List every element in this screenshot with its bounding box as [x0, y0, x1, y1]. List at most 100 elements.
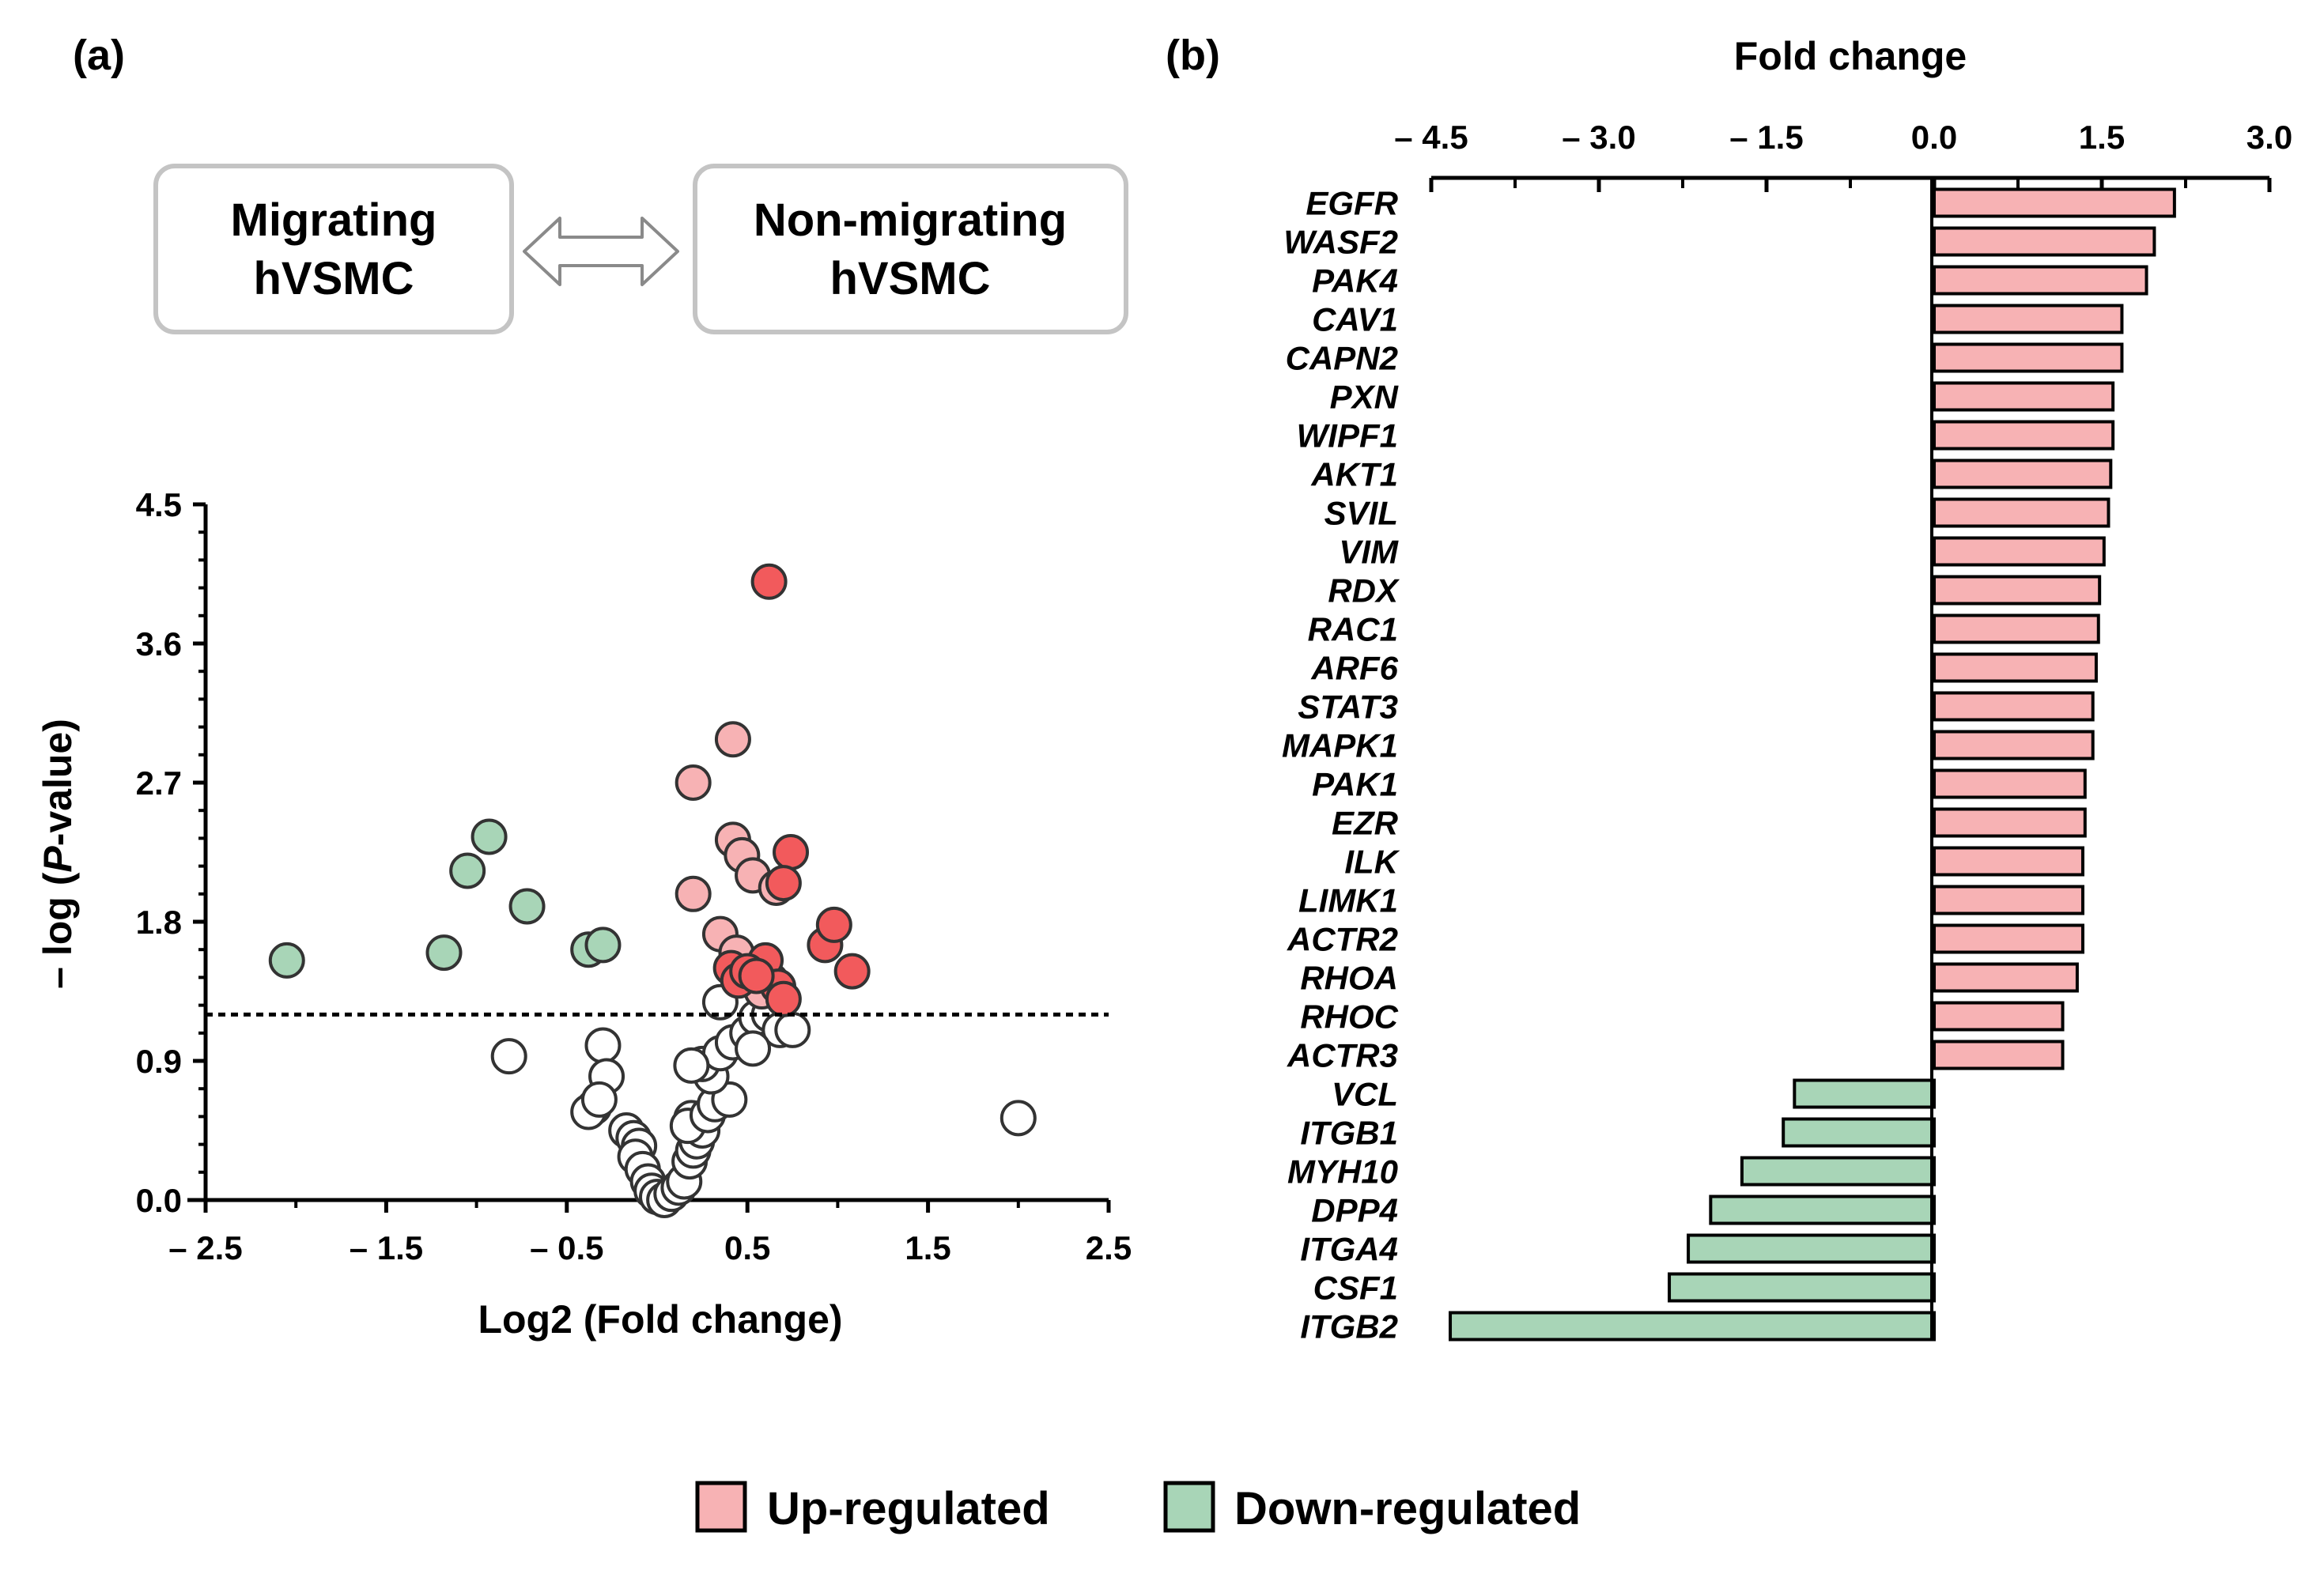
scatter-point: [675, 764, 712, 801]
bar-svil: [1933, 497, 2110, 528]
gene-label-actr2: ACTR2: [1287, 921, 1398, 958]
bar-limk1: [1933, 885, 2084, 915]
volcano-y-axis-title: – log (P-value): [36, 719, 80, 989]
fold-change-axis-title: Fold change: [1734, 34, 1967, 78]
legend-up-label: Up-regulated: [767, 1483, 1050, 1534]
scatter-point: [714, 721, 751, 758]
bar-pak4: [1933, 265, 2148, 296]
gene-label-ezr: EZR: [1332, 805, 1399, 842]
y-tick-label: 3.6: [136, 625, 182, 662]
gene-label-mapk1: MAPK1: [1282, 727, 1398, 764]
bar-ezr: [1933, 807, 2087, 838]
gene-label-itgb2: ITGB2: [1300, 1308, 1398, 1345]
gene-label-itgb1: ITGB1: [1300, 1115, 1398, 1152]
y-title-italic: P: [36, 846, 80, 873]
scatter-point: [765, 865, 802, 902]
scatter-point: [584, 1027, 622, 1064]
scatter-point: [750, 563, 788, 600]
bar-wasf2: [1933, 226, 2156, 257]
bar-egfr: [1933, 187, 2176, 218]
migrating-label-line2: hVSMC: [254, 253, 414, 304]
bar-rhoc: [1933, 1001, 2065, 1032]
volcano-x-axis-title: Log2 (Fold change): [478, 1297, 842, 1342]
gene-label-myh10: MYH10: [1287, 1153, 1398, 1191]
non-migrating-box: [693, 164, 1128, 334]
gene-label-limk1: LIMK1: [1298, 882, 1398, 919]
bar-pak1: [1933, 768, 2087, 799]
gene-label-ilk: ILK: [1344, 843, 1400, 881]
bar-ilk: [1933, 846, 2084, 877]
scatter-point: [425, 934, 463, 972]
bar-x-tick-label: – 3.0: [1562, 119, 1635, 156]
bar-itgb1: [1782, 1117, 1936, 1148]
bar-rdx: [1933, 575, 2102, 606]
gene-label-rdx: RDX: [1328, 572, 1400, 610]
bar-actr3: [1933, 1040, 2065, 1070]
scatter-point: [1000, 1100, 1037, 1137]
gene-label-egfr: EGFR: [1306, 185, 1398, 222]
gene-label-capn2: CAPN2: [1286, 340, 1398, 377]
bar-stat3: [1933, 691, 2095, 722]
legend-up-swatch: [695, 1481, 747, 1533]
scatter-point: [735, 1030, 772, 1067]
bar-rac1: [1933, 613, 2100, 644]
gene-label-rac1: RAC1: [1308, 611, 1398, 648]
migrating-label-line1: Migrating: [231, 194, 437, 246]
scatter-point: [268, 942, 305, 979]
scatter-point: [738, 957, 775, 994]
gene-label-svil: SVIL: [1324, 495, 1398, 532]
y-tick-label: 0.0: [136, 1182, 182, 1219]
gene-label-pak1: PAK1: [1312, 766, 1398, 803]
x-tick-label: – 2.5: [168, 1229, 242, 1266]
scatter-point: [508, 888, 546, 925]
scatter-point: [774, 1011, 811, 1048]
bar-capn2: [1933, 342, 2124, 373]
bar-dpp4: [1709, 1194, 1936, 1225]
bar-rhoa: [1933, 962, 2079, 993]
y-title-prefix: – log (: [36, 872, 80, 989]
bar-myh10: [1740, 1156, 1937, 1187]
gene-label-rhoa: RHOA: [1300, 960, 1398, 997]
scatter-point: [833, 953, 871, 990]
volcano-plot-axes: [187, 504, 1109, 1202]
gene-label-csf1: CSF1: [1313, 1270, 1398, 1307]
gene-label-stat3: STAT3: [1298, 689, 1398, 726]
x-tick-label: 0.5: [724, 1229, 770, 1266]
bar-x-tick-label: 1.5: [2079, 119, 2125, 156]
bar-cav1: [1933, 304, 2124, 334]
bar-actr2: [1933, 923, 2084, 954]
y-title-suffix: -value): [36, 719, 80, 846]
legend-down-swatch: [1163, 1481, 1215, 1533]
gene-label-actr3: ACTR3: [1287, 1037, 1398, 1074]
y-tick-label: 4.5: [136, 486, 182, 523]
y-tick-label: 2.7: [136, 764, 182, 802]
bar-itgb2: [1449, 1311, 1936, 1342]
bar-vim: [1933, 536, 2106, 567]
gene-label-cav1: CAV1: [1312, 301, 1398, 338]
bar-mapk1: [1933, 730, 2095, 760]
scatter-point: [675, 875, 712, 912]
gene-label-vim: VIM: [1339, 534, 1399, 571]
gene-label-arf6: ARF6: [1310, 650, 1398, 687]
gene-label-itga4: ITGA4: [1300, 1231, 1398, 1268]
double-arrow-icon: [523, 217, 679, 286]
y-tick-label: 0.9: [136, 1043, 182, 1080]
bar-pxn: [1933, 381, 2115, 412]
panel-a-label: (a): [73, 32, 125, 79]
gene-label-dpp4: DPP4: [1311, 1192, 1398, 1229]
x-tick-label: 1.5: [905, 1229, 950, 1266]
scatter-point: [490, 1038, 527, 1075]
x-tick-label: 2.5: [1086, 1229, 1132, 1266]
panel-b-label: (b): [1166, 32, 1220, 79]
bar-x-tick-label: 3.0: [2247, 119, 2292, 156]
gene-label-pxn: PXN: [1330, 379, 1400, 416]
bar-x-tick-label: 0.0: [1911, 119, 1957, 156]
gene-label-wasf2: WASF2: [1283, 224, 1398, 261]
bar-vcl: [1793, 1078, 1936, 1109]
gene-label-vcl: VCL: [1332, 1076, 1398, 1113]
scatter-point: [470, 818, 508, 855]
scatter-point: [815, 906, 852, 943]
x-tick-label: – 1.5: [350, 1229, 423, 1266]
bar-akt1: [1933, 459, 2113, 489]
